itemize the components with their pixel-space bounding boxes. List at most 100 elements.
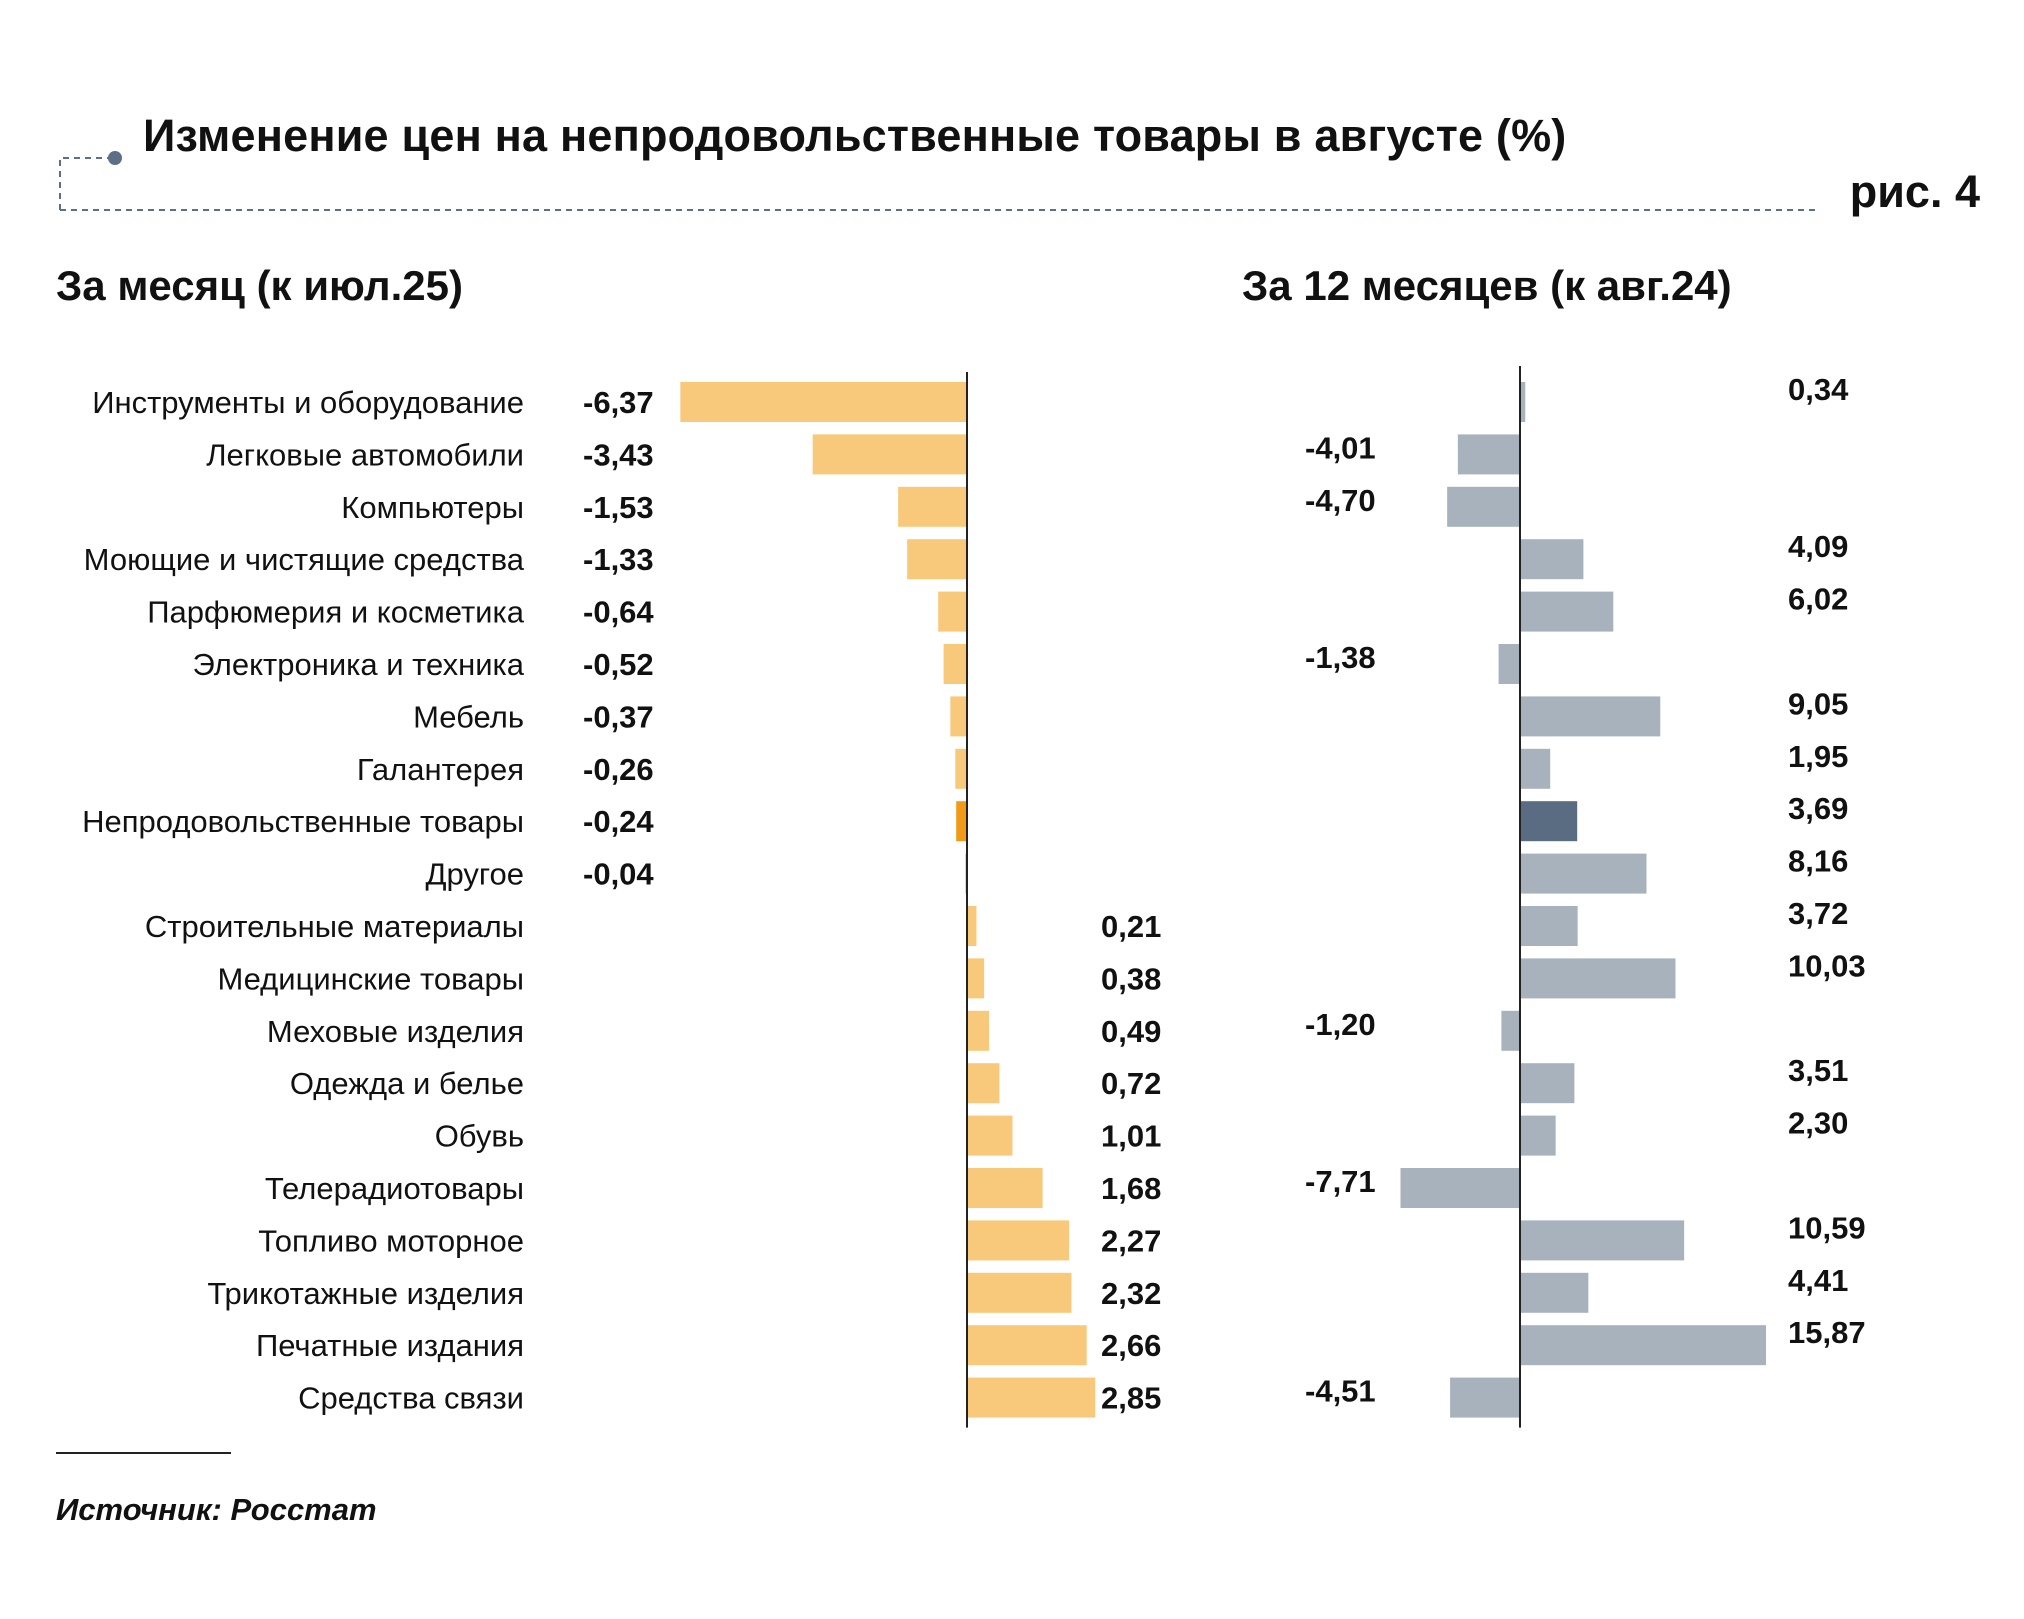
category-label: Легковые автомобили (206, 437, 524, 472)
category-label: Непродовольственные товары (82, 804, 524, 839)
annual-value-label: -4,01 (1305, 430, 1376, 465)
annual-value-label: -1,38 (1305, 640, 1376, 675)
monthly-bar (967, 1272, 1072, 1313)
annual-bar (1447, 486, 1520, 527)
annual-bar (1520, 906, 1578, 946)
annual-bar (1520, 539, 1584, 580)
annual-value-label: 9,05 (1788, 686, 1848, 721)
page-title: Изменение цен на непродовольственные тов… (143, 110, 1567, 161)
category-label: Моющие и чистящие средства (84, 542, 525, 577)
annual-bar (1520, 1272, 1589, 1313)
bar-chart: Инструменты и оборудование -6,37 0,34 Легко… (82, 366, 1866, 1428)
monthly-bar (967, 1168, 1043, 1208)
monthly-bar (967, 1063, 1000, 1104)
category-label: Печатные издания (256, 1328, 524, 1363)
annual-bar (1498, 644, 1520, 684)
monthly-bar (950, 696, 967, 737)
category-label: Одежда и белье (290, 1066, 524, 1101)
category-label: Обувь (435, 1119, 524, 1154)
annual-value-label: 6,02 (1788, 582, 1848, 617)
monthly-value-label: 0,72 (1101, 1066, 1161, 1101)
monthly-bar (967, 1010, 990, 1051)
monthly-value-label: 0,38 (1101, 961, 1161, 996)
annual-bar (1520, 1115, 1556, 1156)
annual-value-label: 3,69 (1788, 791, 1848, 826)
monthly-value-label: 0,49 (1101, 1014, 1161, 1049)
monthly-bar (967, 1220, 1070, 1261)
annual-value-label: 10,03 (1788, 948, 1866, 983)
annual-value-label: 15,87 (1788, 1315, 1866, 1350)
annual-bar (1457, 434, 1520, 475)
monthly-bar (955, 748, 967, 789)
category-label: Компьютеры (341, 490, 524, 525)
source-note: Источник: Росстат (56, 1492, 377, 1527)
monthly-value-label: -0,26 (583, 752, 654, 787)
annual-bar (1450, 1377, 1520, 1418)
right-panel-title: За 12 месяцев (к авг.24) (1242, 262, 1732, 309)
annual-bar (1520, 1325, 1766, 1366)
annual-value-label: 4,09 (1788, 529, 1848, 564)
category-label: Инструменты и оборудование (92, 385, 524, 420)
figure-label: рис. 4 (1849, 166, 1980, 217)
category-label: Парфюмерия и косметика (147, 595, 525, 630)
category-label: Мебель (413, 699, 524, 734)
source-divider (56, 1452, 231, 1454)
monthly-bar (680, 382, 967, 422)
category-label: Телерадиотовары (265, 1171, 524, 1206)
monthly-bar (967, 906, 977, 946)
monthly-bar (898, 486, 967, 527)
annual-bar (1520, 382, 1526, 422)
monthly-bar (943, 644, 967, 684)
monthly-value-label: 2,27 (1101, 1223, 1161, 1258)
annual-value-label: -4,51 (1305, 1374, 1376, 1409)
category-label: Топливо моторное (258, 1223, 524, 1258)
annual-value-label: 10,59 (1788, 1210, 1866, 1245)
annual-value-label: 1,95 (1788, 739, 1848, 774)
category-label: Другое (426, 857, 525, 892)
monthly-value-label: -0,24 (583, 804, 654, 839)
monthly-bar (812, 434, 967, 475)
category-label: Медицинские товары (217, 961, 524, 996)
monthly-bar (967, 1325, 1087, 1366)
monthly-value-label: -0,37 (583, 699, 654, 734)
annual-bar (1520, 958, 1676, 999)
monthly-value-label: -1,33 (583, 542, 654, 577)
category-label: Средства связи (298, 1381, 524, 1416)
monthly-value-label: -6,37 (583, 385, 654, 420)
annual-bar (1520, 591, 1614, 632)
monthly-value-label: 1,01 (1101, 1119, 1161, 1154)
annual-value-label: 0,34 (1788, 372, 1849, 407)
monthly-value-label: 2,66 (1101, 1328, 1161, 1363)
annual-bar (1520, 1063, 1575, 1104)
category-label: Меховые изделия (267, 1014, 524, 1049)
annual-bar (1400, 1168, 1520, 1208)
monthly-value-label: -1,53 (583, 490, 654, 525)
annual-value-label: -1,20 (1305, 1007, 1376, 1042)
annual-value-label: 2,30 (1788, 1106, 1848, 1141)
monthly-value-label: 0,21 (1101, 909, 1161, 944)
monthly-value-label: 2,32 (1101, 1276, 1161, 1311)
annual-bar (1520, 1220, 1685, 1261)
header-decoration (59, 151, 1815, 211)
monthly-bar (967, 1115, 1013, 1156)
monthly-bar (938, 591, 967, 632)
annual-value-label: 3,72 (1788, 896, 1848, 931)
annual-value-label: 4,41 (1788, 1263, 1848, 1298)
monthly-bar (967, 958, 985, 999)
annual-value-label: 3,51 (1788, 1053, 1848, 1088)
left-panel-title: За месяц (к июл.25) (56, 262, 463, 309)
annual-bar (1520, 801, 1578, 842)
monthly-value-label: -0,52 (583, 647, 654, 682)
header-bullet-icon (108, 151, 122, 165)
monthly-value-label: -3,43 (583, 437, 654, 472)
annual-value-label: 8,16 (1788, 844, 1848, 879)
monthly-bar (967, 1377, 1096, 1418)
category-label: Галантерея (357, 752, 524, 787)
annual-bar (1520, 748, 1551, 789)
annual-value-label: -4,70 (1305, 483, 1376, 518)
monthly-bar (907, 539, 967, 580)
annual-bar (1501, 1010, 1520, 1051)
category-label: Электроника и техника (193, 647, 525, 682)
monthly-value-label: -0,64 (583, 595, 654, 630)
annual-value-label: -7,71 (1305, 1164, 1376, 1199)
